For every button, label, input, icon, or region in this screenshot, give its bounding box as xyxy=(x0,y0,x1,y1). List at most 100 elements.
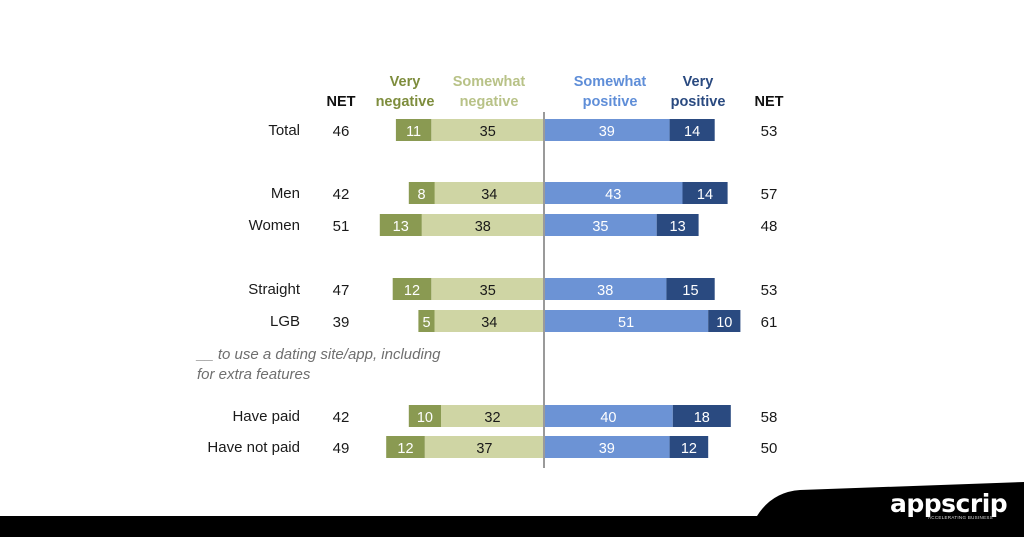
bar-very-positive-label: 15 xyxy=(682,283,698,299)
bar-very-positive xyxy=(666,278,715,300)
header-somewhat-negative-line-1: Somewhat xyxy=(453,74,526,90)
net-negative-value: 51 xyxy=(333,218,350,235)
bar-very-negative xyxy=(386,436,425,458)
bar-somewhat-positive xyxy=(544,310,709,332)
bar-somewhat-negative-label: 34 xyxy=(481,187,497,203)
header-somewhat-negative-line-2: negative xyxy=(460,94,519,110)
appscrip-tagline: ACCELERATING BUSINESS xyxy=(928,515,993,520)
bar-somewhat-negative xyxy=(434,182,544,204)
bar-somewhat-negative xyxy=(421,214,544,236)
header-somewhat-positive-line-2: positive xyxy=(583,94,638,110)
net-negative-value: 46 xyxy=(333,123,350,140)
row-label: Straight xyxy=(248,281,301,298)
header-very-positive-line-2: positive xyxy=(671,94,726,110)
bar-very-positive-label: 12 xyxy=(681,441,697,457)
bar-somewhat-positive xyxy=(544,405,673,427)
bar-very-negative-label: 12 xyxy=(397,441,413,457)
row-label: Total xyxy=(268,122,300,139)
bar-very-negative-label: 10 xyxy=(417,410,433,426)
header-very-positive-line-1: Very xyxy=(683,74,714,90)
chart-row: Total 46 53 35 11 39 14 xyxy=(268,119,777,141)
bar-somewhat-negative-label: 32 xyxy=(484,410,500,426)
net-negative-value: 49 xyxy=(333,440,350,457)
bar-very-negative-label: 8 xyxy=(418,187,426,203)
bar-somewhat-positive xyxy=(544,278,667,300)
bar-very-positive xyxy=(656,214,699,236)
chart-rows: Total 46 53 35 11 39 14 Men 42 57 34 8 43 14 Women 51 48… xyxy=(207,119,777,458)
bar-very-positive-label: 18 xyxy=(694,410,710,426)
bar-very-negative-label: 13 xyxy=(393,219,409,235)
bar-somewhat-negative xyxy=(434,310,544,332)
row-label: Have paid xyxy=(232,408,300,425)
net-positive-value: 58 xyxy=(761,409,778,426)
bar-very-negative xyxy=(418,310,435,332)
bar-very-negative xyxy=(379,214,422,236)
subgroup-note: __ to use a dating site/app, including f… xyxy=(195,346,441,383)
chart-row: Men 42 57 34 8 43 14 xyxy=(271,182,778,204)
bar-very-negative-label: 5 xyxy=(422,315,430,331)
bar-very-positive-label: 10 xyxy=(716,315,732,331)
bar-somewhat-positive-label: 35 xyxy=(592,219,608,235)
row-label: Women xyxy=(249,217,300,234)
header-very-negative-line-1: Very xyxy=(390,74,421,90)
bar-somewhat-negative-label: 35 xyxy=(480,124,496,140)
bar-somewhat-negative-label: 34 xyxy=(481,315,497,331)
bar-somewhat-positive xyxy=(544,119,670,141)
chart-row: Have not paid 49 50 37 12 39 12 xyxy=(207,436,777,458)
bar-very-positive-label: 14 xyxy=(684,124,700,140)
row-label: Have not paid xyxy=(207,439,300,456)
row-label: LGB xyxy=(270,313,300,330)
bar-very-negative-label: 11 xyxy=(406,124,421,140)
column-headers: NET Very negative Somewhat negative Somewhat p… xyxy=(327,74,784,110)
row-label: Men xyxy=(271,185,300,202)
header-very-negative-line-2: negative xyxy=(376,94,435,110)
bar-very-positive-label: 14 xyxy=(697,187,713,203)
bar-very-positive-label: 13 xyxy=(670,219,686,235)
bar-very-positive xyxy=(708,310,741,332)
net-negative-value: 39 xyxy=(333,314,350,331)
bar-very-negative-label: 12 xyxy=(404,283,420,299)
bar-somewhat-negative xyxy=(431,119,544,141)
net-negative-value: 42 xyxy=(333,409,350,426)
bar-very-negative xyxy=(395,119,432,141)
net-positive-value: 53 xyxy=(761,282,778,299)
bar-very-negative xyxy=(408,182,435,204)
subgroup-note-line-1: __ to use a dating site/app, including xyxy=(195,346,441,363)
net-negative-value: 42 xyxy=(333,186,350,203)
net-positive-value: 53 xyxy=(761,123,778,140)
bar-very-positive xyxy=(669,119,715,141)
net-positive-value: 61 xyxy=(761,314,778,331)
chart-row: Have paid 42 58 32 10 40 18 xyxy=(232,405,777,427)
net-negative-value: 47 xyxy=(333,282,350,299)
bar-somewhat-positive xyxy=(544,436,670,458)
bar-very-positive xyxy=(669,436,709,458)
header-net-right: NET xyxy=(755,94,784,110)
bar-somewhat-positive xyxy=(544,182,683,204)
header-somewhat-positive-line-1: Somewhat xyxy=(574,74,647,90)
bar-very-positive xyxy=(672,405,731,427)
bar-somewhat-positive-label: 40 xyxy=(600,410,616,426)
bar-very-positive xyxy=(682,182,728,204)
chart-row: Women 51 48 38 13 35 13 xyxy=(249,214,778,236)
subgroup-note-line-2: for extra features xyxy=(197,366,311,383)
bar-somewhat-negative xyxy=(431,278,544,300)
bar-somewhat-negative-label: 37 xyxy=(476,441,492,457)
bar-somewhat-positive-label: 39 xyxy=(599,441,615,457)
bar-very-negative xyxy=(408,405,441,427)
bar-somewhat-positive xyxy=(544,214,657,236)
bar-somewhat-positive-label: 39 xyxy=(599,124,615,140)
bar-somewhat-positive-label: 43 xyxy=(605,187,621,203)
bar-very-negative xyxy=(392,278,432,300)
net-positive-value: 48 xyxy=(761,218,778,235)
header-net-left: NET xyxy=(327,94,356,110)
bar-somewhat-negative xyxy=(424,436,544,458)
bar-somewhat-positive-label: 51 xyxy=(618,315,634,331)
appscrip-logo: appscrip xyxy=(890,489,1008,518)
bar-somewhat-negative-label: 35 xyxy=(480,283,496,299)
bar-somewhat-positive-label: 38 xyxy=(597,283,613,299)
net-positive-value: 57 xyxy=(761,186,778,203)
chart-row: Straight 47 53 35 12 38 15 xyxy=(248,278,777,300)
net-positive-value: 50 xyxy=(761,440,778,457)
bar-somewhat-negative xyxy=(441,405,544,427)
